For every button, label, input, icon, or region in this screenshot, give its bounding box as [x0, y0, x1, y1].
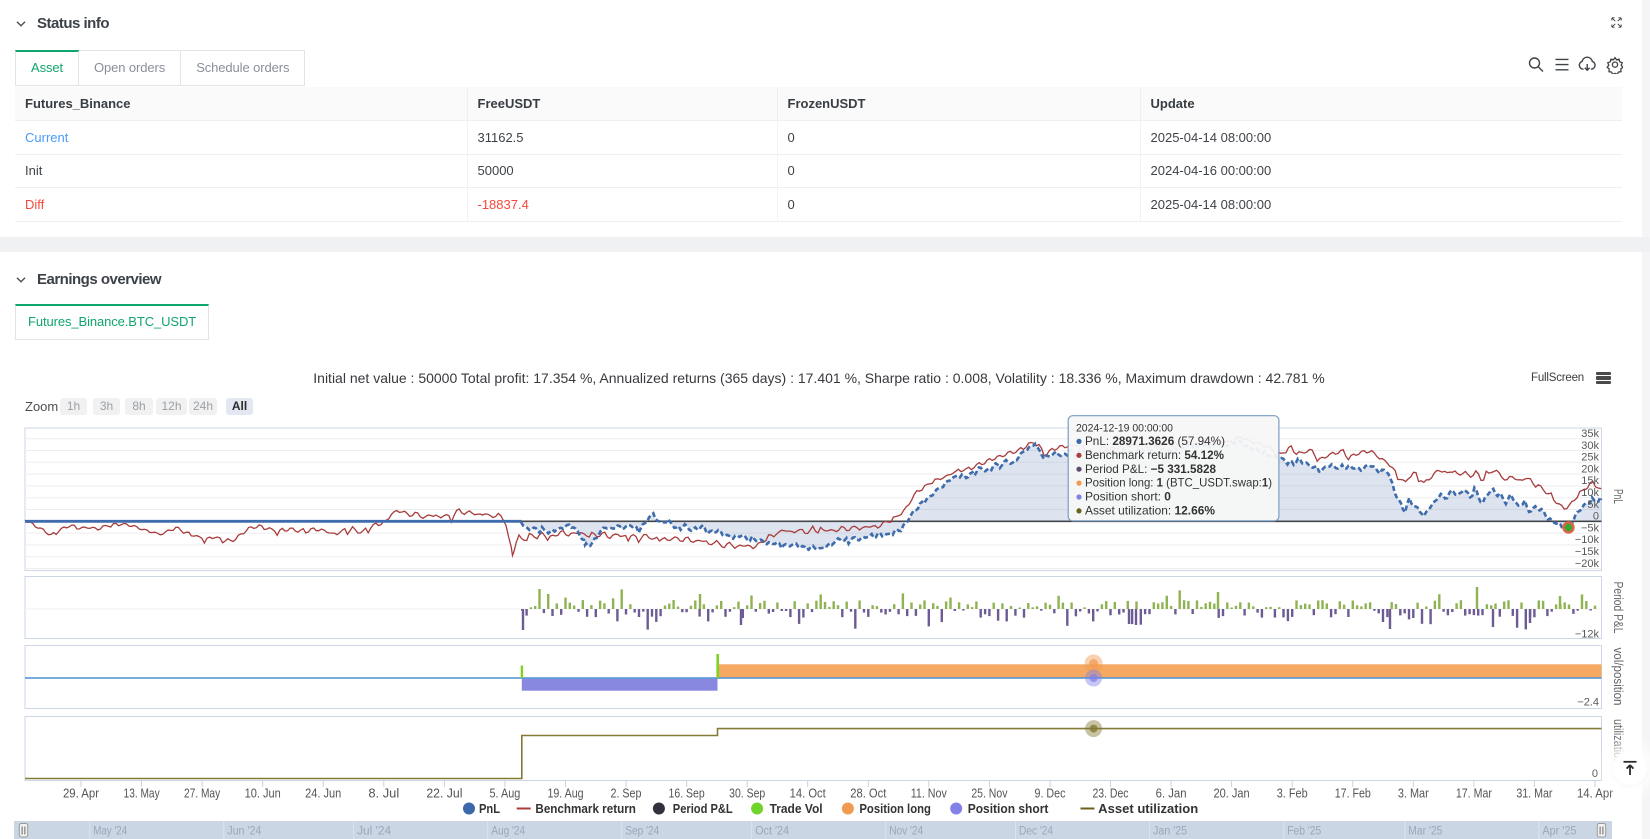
svg-text:vol/position: vol/position [1611, 648, 1625, 706]
svg-text:0: 0 [1592, 768, 1598, 780]
svg-text:Benchmark return: 54.12%: Benchmark return: 54.12% [1085, 449, 1224, 462]
svg-text:14. Apr: 14. Apr [1577, 787, 1613, 801]
svg-text:2024-12-19 00:00:00: 2024-12-19 00:00:00 [1076, 423, 1173, 435]
svg-text:Sep ′24: Sep ′24 [625, 826, 660, 838]
svg-text:Benchmark return: Benchmark return [535, 802, 636, 816]
svg-text:24. Jun: 24. Jun [305, 787, 341, 801]
svg-text:Position short: Position short [968, 802, 1050, 816]
svg-text:Period P&L: Period P&L [673, 802, 733, 816]
svg-text:Asset utilization: 12.66%: Asset utilization: 12.66% [1085, 505, 1215, 518]
svg-text:20. Jan: 20. Jan [1214, 787, 1250, 801]
svg-text:16. Sep: 16. Sep [669, 787, 705, 801]
svg-text:−20k: −20k [1575, 558, 1600, 570]
svg-text:30. Sep: 30. Sep [729, 787, 765, 801]
svg-text:5. Aug: 5. Aug [489, 787, 520, 801]
svg-text:28. Oct: 28. Oct [850, 787, 887, 801]
svg-text:Oct ′24: Oct ′24 [755, 826, 790, 838]
svg-text:10. Jun: 10. Jun [245, 787, 281, 801]
svg-text:−5k: −5k [1581, 522, 1600, 534]
svg-text:Feb ′25: Feb ′25 [1287, 826, 1321, 838]
svg-text:PnL: PnL [479, 802, 500, 816]
svg-text:22. Jul: 22. Jul [426, 787, 462, 801]
svg-text:25k: 25k [1581, 452, 1599, 464]
svg-text:Nov ′24: Nov ′24 [889, 826, 924, 838]
svg-text:Position short: 0: Position short: 0 [1085, 491, 1171, 504]
svg-text:Jul ′24: Jul ′24 [357, 826, 392, 838]
svg-text:13. May: 13. May [124, 787, 161, 801]
svg-text:Trade Vol: Trade Vol [770, 802, 823, 816]
svg-text:11. Nov: 11. Nov [911, 787, 948, 801]
svg-text:−2.4: −2.4 [1577, 697, 1599, 709]
svg-text:Position long: 1 (BTC_USDT.swa: Position long: 1 (BTC_USDT.swap:1) [1085, 477, 1272, 490]
svg-text:20k: 20k [1581, 463, 1599, 475]
svg-text:25. Nov: 25. Nov [971, 787, 1008, 801]
svg-text:PnL: 28971.3626 (57.94%): PnL: 28971.3626 (57.94%) [1085, 435, 1225, 448]
svg-text:30k: 30k [1581, 440, 1599, 452]
svg-text:31. Mar: 31. Mar [1516, 787, 1552, 801]
svg-text:Mar ′25: Mar ′25 [1408, 826, 1442, 838]
svg-text:Jan ′25: Jan ′25 [1153, 826, 1187, 838]
svg-text:Dec ′24: Dec ′24 [1019, 826, 1054, 838]
svg-text:3. Feb: 3. Feb [1277, 787, 1308, 801]
svg-text:5k: 5k [1587, 499, 1599, 511]
svg-text:Aug ′24: Aug ′24 [491, 826, 526, 838]
svg-text:Apr ′25: Apr ′25 [1542, 826, 1576, 838]
svg-text:27. May: 27. May [184, 787, 221, 801]
svg-text:−12k: −12k [1575, 629, 1600, 641]
svg-text:29. Apr: 29. Apr [63, 787, 99, 801]
svg-text:17. Mar: 17. Mar [1456, 787, 1492, 801]
svg-text:17. Feb: 17. Feb [1335, 787, 1371, 801]
svg-text:Asset utilization: Asset utilization [1098, 802, 1198, 816]
svg-text:Jun ′24: Jun ′24 [227, 826, 262, 838]
svg-text:Position long: Position long [859, 802, 931, 816]
svg-text:Period P&L: −5 331.5828: Period P&L: −5 331.5828 [1085, 463, 1217, 476]
svg-text:May ′24: May ′24 [93, 826, 128, 838]
svg-text:14. Oct: 14. Oct [790, 787, 827, 801]
svg-text:PnL: PnL [1611, 489, 1625, 504]
svg-text:10k: 10k [1581, 487, 1599, 499]
svg-text:0: 0 [1593, 511, 1599, 523]
svg-text:8. Jul: 8. Jul [368, 787, 399, 801]
svg-text:−15k: −15k [1575, 546, 1600, 558]
svg-text:6. Jan: 6. Jan [1156, 787, 1187, 801]
svg-text:9. Dec: 9. Dec [1035, 787, 1066, 801]
svg-text:35k: 35k [1581, 428, 1599, 440]
svg-text:15k: 15k [1581, 475, 1599, 487]
svg-text:2. Sep: 2. Sep [611, 787, 642, 801]
svg-text:−10k: −10k [1575, 534, 1600, 546]
svg-text:3. Mar: 3. Mar [1398, 787, 1429, 801]
svg-text:Period P&L: Period P&L [1611, 582, 1625, 634]
svg-text:23. Dec: 23. Dec [1092, 787, 1128, 801]
svg-text:19. Aug: 19. Aug [547, 787, 583, 801]
